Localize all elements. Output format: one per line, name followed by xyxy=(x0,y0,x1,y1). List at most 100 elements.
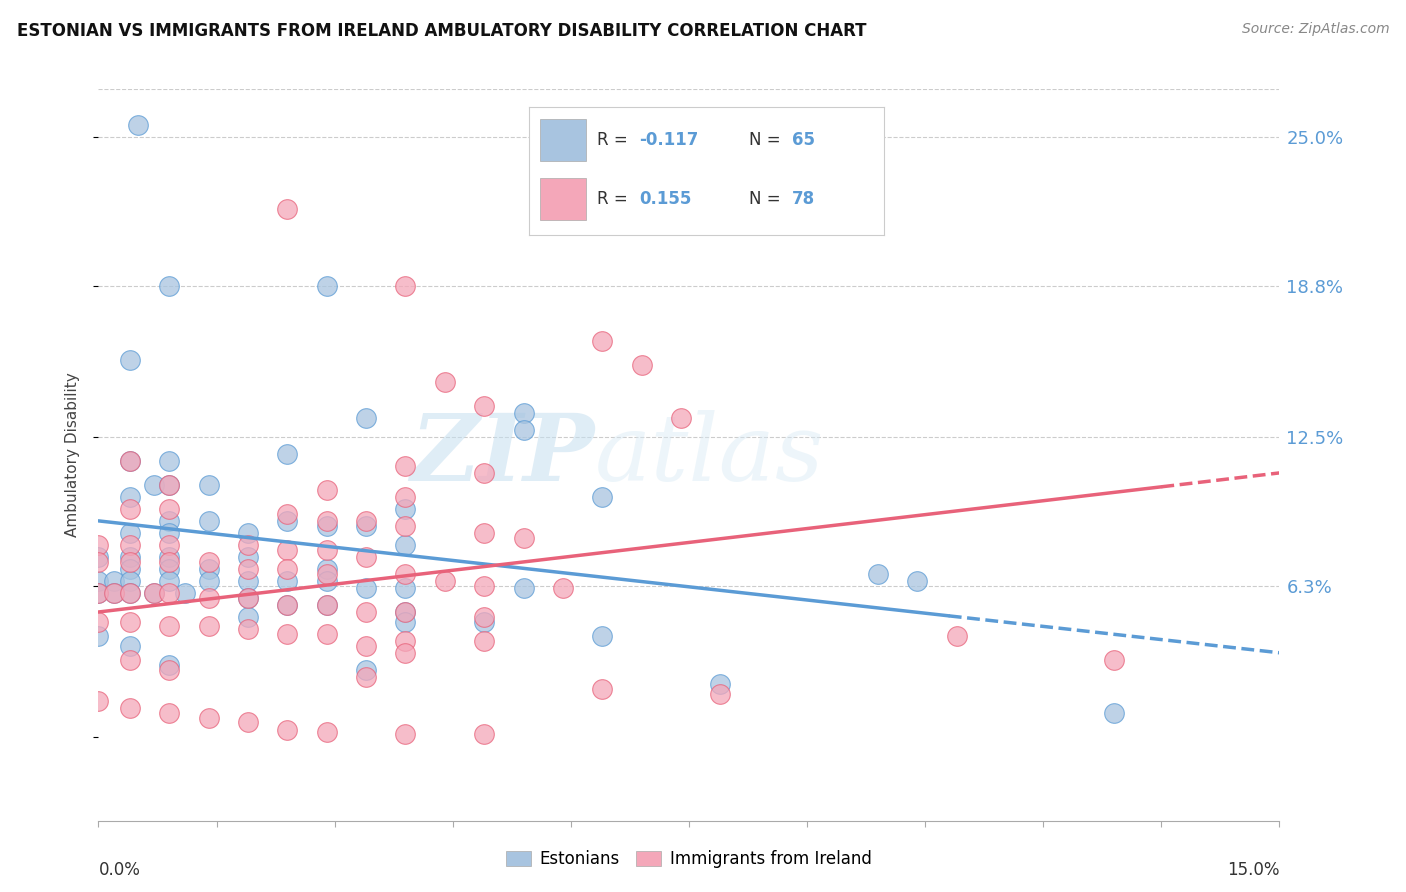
Point xyxy=(118,586,141,600)
Point xyxy=(866,566,889,581)
Point xyxy=(394,458,416,473)
Point xyxy=(394,646,416,660)
Point xyxy=(472,399,495,413)
Point xyxy=(354,549,377,564)
Point xyxy=(118,639,141,653)
Point xyxy=(905,574,928,588)
Point xyxy=(551,581,574,595)
Point xyxy=(591,334,613,348)
Point xyxy=(276,598,298,612)
Text: Source: ZipAtlas.com: Source: ZipAtlas.com xyxy=(1241,22,1389,37)
Point xyxy=(315,542,337,557)
Point xyxy=(315,566,337,581)
Point xyxy=(394,538,416,552)
Point xyxy=(197,619,219,633)
Point xyxy=(669,410,692,425)
Point xyxy=(157,663,180,677)
Point xyxy=(103,586,125,600)
Point xyxy=(512,406,534,420)
Point xyxy=(157,278,180,293)
Point xyxy=(87,586,110,600)
Point xyxy=(197,555,219,569)
Point xyxy=(433,375,456,389)
Point xyxy=(157,454,180,468)
Point xyxy=(197,574,219,588)
Point xyxy=(197,478,219,492)
Point xyxy=(394,501,416,516)
Point xyxy=(315,278,337,293)
Point xyxy=(118,454,141,468)
Point xyxy=(394,566,416,581)
Point xyxy=(394,605,416,619)
Point xyxy=(157,586,180,600)
Point xyxy=(394,490,416,504)
Point xyxy=(315,514,337,528)
Point xyxy=(157,525,180,540)
Point xyxy=(236,591,259,605)
Point xyxy=(512,531,534,545)
Point xyxy=(591,681,613,696)
Point xyxy=(197,710,219,724)
Point xyxy=(354,514,377,528)
Point xyxy=(472,609,495,624)
Point xyxy=(276,598,298,612)
Point xyxy=(157,706,180,720)
Point xyxy=(394,518,416,533)
Point xyxy=(276,507,298,521)
Point xyxy=(512,581,534,595)
Point xyxy=(118,454,141,468)
Point xyxy=(945,629,967,643)
Point xyxy=(103,574,125,588)
Legend: Estonians, Immigrants from Ireland: Estonians, Immigrants from Ireland xyxy=(499,843,879,874)
Point xyxy=(276,202,298,216)
Point xyxy=(103,586,125,600)
Point xyxy=(591,490,613,504)
Point xyxy=(433,574,456,588)
Point xyxy=(591,629,613,643)
Point xyxy=(315,483,337,497)
Point xyxy=(236,538,259,552)
Text: ZIP: ZIP xyxy=(411,410,595,500)
Point xyxy=(276,562,298,576)
Point xyxy=(394,615,416,629)
Point xyxy=(276,626,298,640)
Point xyxy=(276,574,298,588)
Point xyxy=(118,549,141,564)
Point xyxy=(394,605,416,619)
Point xyxy=(157,478,180,492)
Point xyxy=(87,555,110,569)
Point xyxy=(197,591,219,605)
Point xyxy=(236,591,259,605)
Point xyxy=(630,358,652,372)
Text: 15.0%: 15.0% xyxy=(1227,861,1279,879)
Point xyxy=(1102,653,1125,667)
Point xyxy=(472,579,495,593)
Text: ESTONIAN VS IMMIGRANTS FROM IRELAND AMBULATORY DISABILITY CORRELATION CHART: ESTONIAN VS IMMIGRANTS FROM IRELAND AMBU… xyxy=(17,22,866,40)
Point xyxy=(157,619,180,633)
Point xyxy=(472,727,495,741)
Point xyxy=(315,598,337,612)
Point xyxy=(197,562,219,576)
Point xyxy=(1102,706,1125,720)
Point xyxy=(118,525,141,540)
Point xyxy=(142,586,165,600)
Point xyxy=(276,723,298,737)
Point xyxy=(354,670,377,684)
Y-axis label: Ambulatory Disability: Ambulatory Disability xyxy=(65,373,80,537)
Text: 0.0%: 0.0% xyxy=(98,861,141,879)
Point xyxy=(276,542,298,557)
Point xyxy=(354,518,377,533)
Point xyxy=(157,478,180,492)
Point xyxy=(157,657,180,672)
Point xyxy=(394,278,416,293)
Point xyxy=(118,555,141,569)
Point xyxy=(236,549,259,564)
Point xyxy=(87,629,110,643)
Point xyxy=(87,694,110,708)
Point xyxy=(118,562,141,576)
Point xyxy=(157,562,180,576)
Point xyxy=(157,549,180,564)
Point xyxy=(276,447,298,461)
Point xyxy=(394,633,416,648)
Point xyxy=(197,514,219,528)
